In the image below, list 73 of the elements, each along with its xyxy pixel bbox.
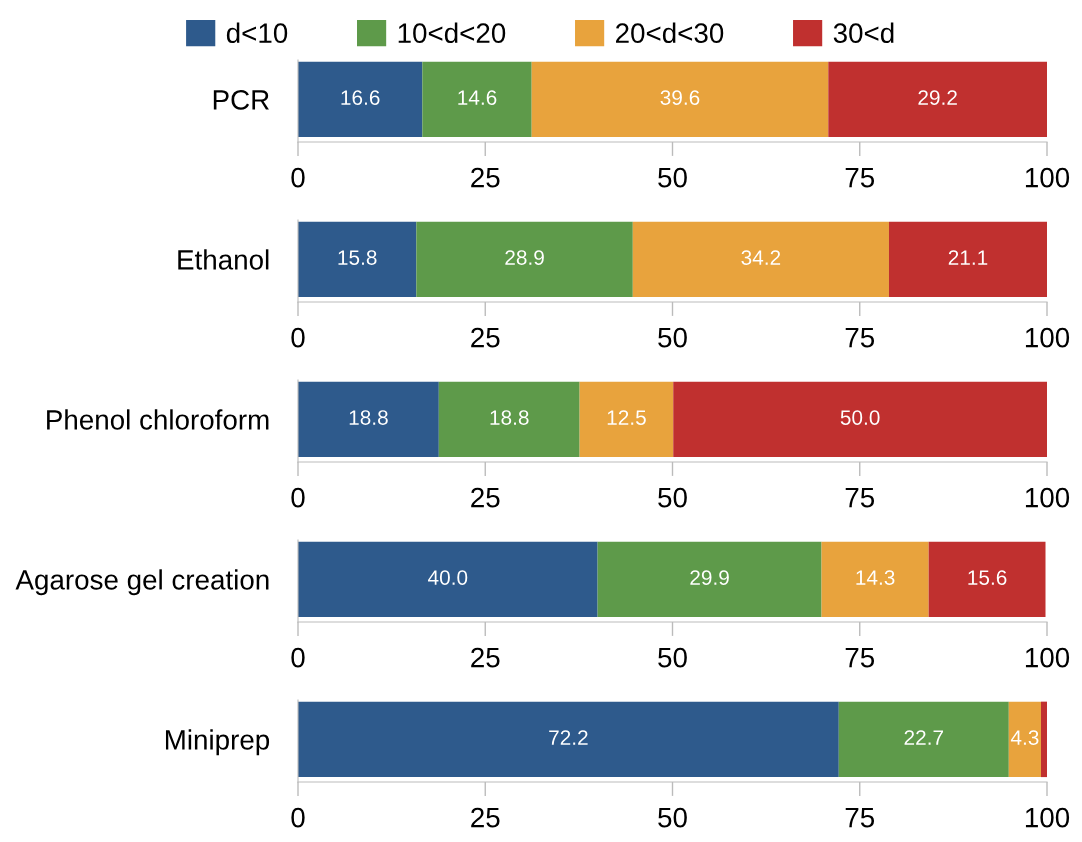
data-label: 39.6	[660, 90, 700, 105]
x-tick-label: 0	[291, 487, 305, 508]
data-label: 28.9	[505, 250, 544, 265]
bar	[298, 381, 439, 458]
x-tick-label: 75	[845, 488, 875, 508]
data-label: 29.9	[690, 570, 729, 585]
legend-label: 10<d<20	[398, 22, 506, 44]
bar	[531, 61, 829, 138]
x-tick-label: 0	[291, 807, 305, 828]
data-label: 29.2	[918, 90, 957, 105]
bar	[416, 221, 633, 298]
legend-label: 20<d<30	[616, 22, 724, 44]
x-tick-label: 50	[658, 487, 687, 508]
x-tick-label: 0	[291, 647, 305, 668]
x-tick-label: 75	[845, 168, 875, 188]
bar	[838, 701, 1009, 778]
data-label: 14.6	[458, 90, 497, 105]
x-tick-label: 25	[471, 167, 500, 188]
bar	[888, 221, 1047, 298]
y-tick-label: Miniprep	[165, 729, 270, 756]
x-tick-label: 25	[471, 327, 500, 348]
bar	[438, 381, 580, 458]
bar	[422, 61, 532, 138]
legend-label: 30<d	[833, 22, 894, 44]
data-label: 12.5	[607, 410, 646, 425]
data-label: 72.2	[549, 730, 588, 745]
bar	[632, 221, 889, 298]
x-tick-label: 75	[845, 328, 875, 348]
legend-label: d<10	[226, 22, 288, 44]
bar	[579, 381, 674, 458]
x-tick-label: 75	[845, 648, 875, 668]
x-tick-label: 0	[291, 167, 305, 188]
x-tick-label: 50	[658, 647, 687, 668]
bar	[298, 541, 598, 618]
x-tick-label: 25	[471, 647, 500, 668]
data-label: 34.2	[741, 250, 781, 265]
data-label: 15.6	[968, 570, 1007, 585]
data-label: 22.7	[904, 730, 944, 745]
x-tick-label: 100	[1025, 487, 1070, 508]
x-tick-label: 75	[845, 808, 875, 828]
x-tick-label: 100	[1025, 327, 1070, 348]
bar	[298, 701, 839, 778]
y-tick-label: Phenol chloroform	[47, 409, 269, 430]
x-tick-label: 25	[471, 807, 500, 828]
data-label: 18.8	[490, 410, 529, 425]
x-tick-label: 100	[1025, 647, 1070, 668]
x-tick-label: 100	[1025, 807, 1070, 828]
x-tick-label: 0	[291, 327, 305, 348]
x-tick-label: 50	[658, 807, 687, 828]
data-label: 14.3	[856, 570, 895, 585]
data-label: 40.0	[428, 570, 468, 585]
bar	[1008, 701, 1042, 778]
x-tick-label: 100	[1025, 167, 1070, 188]
bar	[298, 221, 417, 298]
x-tick-label: 50	[658, 327, 687, 348]
bar	[928, 541, 1046, 618]
x-tick-label: 25	[471, 487, 500, 508]
data-label: 15.8	[338, 250, 377, 265]
bar	[298, 61, 423, 138]
bar	[821, 541, 929, 618]
bar	[828, 61, 1047, 138]
bar	[673, 381, 1047, 458]
data-label: 16.6	[341, 90, 380, 105]
data-label: 18.8	[349, 410, 388, 425]
data-label: 4.3	[1010, 730, 1039, 745]
y-tick-label: Ethanol	[178, 249, 269, 270]
bar	[1041, 701, 1047, 778]
x-tick-label: 50	[658, 167, 687, 188]
bar	[597, 541, 822, 618]
y-tick-label: Agarose gel creation	[15, 569, 269, 596]
y-tick-label: PCR	[213, 90, 269, 110]
data-label: 50.0	[840, 410, 880, 425]
data-label: 21.1	[948, 250, 988, 265]
